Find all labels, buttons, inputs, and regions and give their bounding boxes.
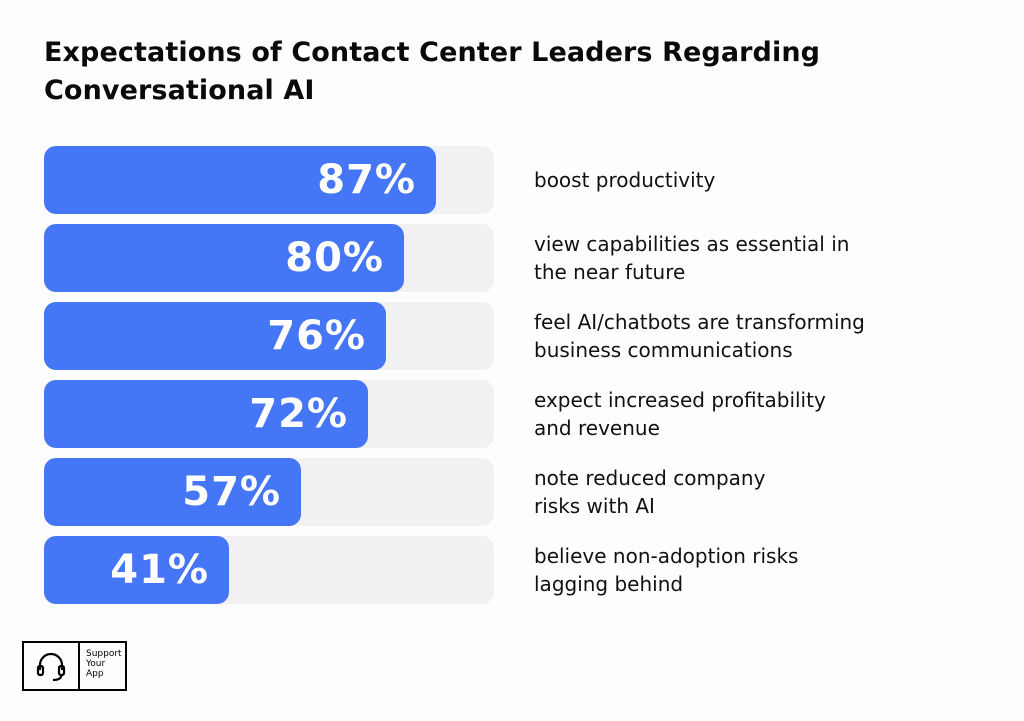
bar-row: 76% feel AI/chatbots are transforming bus… (44, 302, 1024, 370)
bar-fill: 57% (44, 458, 301, 526)
bar-category-text: note reduced company risks with AI (534, 466, 766, 518)
bar-category-label: feel AI/chatbots are transforming busine… (534, 302, 924, 370)
logo-line-2: Your (86, 659, 106, 669)
bar-fill: 41% (44, 536, 229, 604)
bar-value-label: 41% (110, 547, 209, 593)
chart-title: Expectations of Contact Center Leaders R… (44, 37, 821, 106)
bar-fill: 80% (44, 224, 404, 292)
bar-category-text: boost productivity (534, 168, 716, 192)
bar-category-text: expect increased profitability and reven… (534, 388, 826, 440)
logo-line-3: App (86, 669, 104, 679)
headset-icon (24, 643, 80, 689)
bar-category-label: believe non-adoption risks lagging behin… (534, 536, 924, 604)
bar-row: 41% believe non-adoption risks lagging be… (44, 536, 1024, 604)
bar-track: 80% (44, 224, 494, 292)
bar-row: 87% boost productivity (44, 146, 1024, 214)
bar-category-label: note reduced company risks with AI (534, 458, 924, 526)
logo-text: Support Your App (80, 643, 122, 689)
bar-fill: 72% (44, 380, 368, 448)
bar-track: 41% (44, 536, 494, 604)
bar-track: 57% (44, 458, 494, 526)
bar-category-text: view capabilities as essential in the ne… (534, 232, 850, 284)
bar-value-label: 76% (267, 313, 366, 359)
bar-value-label: 80% (285, 235, 384, 281)
support-your-app-logo: Support Your App (22, 641, 127, 691)
bar-track: 87% (44, 146, 494, 214)
bar-value-label: 57% (182, 469, 281, 515)
bar-category-text: feel AI/chatbots are transforming busine… (534, 310, 865, 362)
bar-category-label: expect increased profitability and reven… (534, 380, 924, 448)
bar-fill: 76% (44, 302, 386, 370)
bar-track: 76% (44, 302, 494, 370)
logo-line-1: Support (86, 649, 122, 659)
bar-category-label: view capabilities as essential in the ne… (534, 224, 924, 292)
bar-row: 57% note reduced company risks with AI (44, 458, 1024, 526)
bar-value-label: 72% (249, 391, 348, 437)
bar-value-label: 87% (317, 157, 416, 203)
bar-row: 72% expect increased profitability and re… (44, 380, 1024, 448)
bar-category-text: believe non-adoption risks lagging behin… (534, 544, 799, 596)
bar-fill: 87% (44, 146, 436, 214)
bar-row: 80% view capabilities as essential in the… (44, 224, 1024, 292)
bar-category-label: boost productivity (534, 146, 924, 214)
bar-track: 72% (44, 380, 494, 448)
